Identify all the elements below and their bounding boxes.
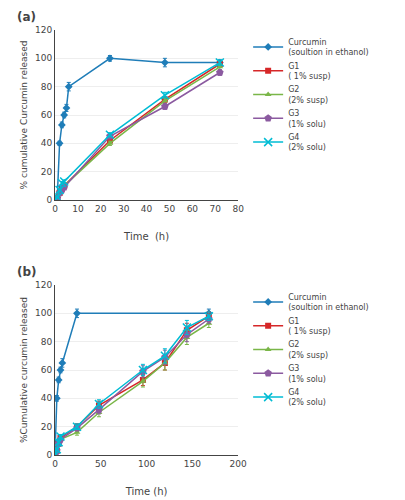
svg-text:30: 30 <box>118 204 130 214</box>
svg-text:120: 120 <box>35 280 52 290</box>
svg-text:80: 80 <box>232 204 244 214</box>
svg-text:60: 60 <box>41 110 53 120</box>
svg-text:0: 0 <box>52 204 58 214</box>
svg-text:40: 40 <box>41 138 53 148</box>
svg-text:100: 100 <box>138 459 155 469</box>
svg-text:(b): (b) <box>17 265 37 279</box>
svg-text:20: 20 <box>41 167 53 177</box>
svg-text:G1( 1% susp): G1( 1% susp) <box>288 317 331 336</box>
svg-text:60: 60 <box>187 204 199 214</box>
svg-text:40: 40 <box>41 393 53 403</box>
svg-text:G1( 1% susp): G1( 1% susp) <box>288 62 331 81</box>
svg-text:20: 20 <box>95 204 107 214</box>
svg-text:% cumulative Curcumin released: % cumulative Curcumin released <box>19 41 29 190</box>
svg-text:150: 150 <box>184 459 201 469</box>
svg-text:40: 40 <box>141 204 153 214</box>
svg-text:0: 0 <box>52 459 58 469</box>
svg-text:20: 20 <box>41 422 53 432</box>
svg-text:Time (h): Time (h) <box>125 486 168 497</box>
svg-text:10: 10 <box>72 204 84 214</box>
svg-text:G4(2% solu): G4(2% solu) <box>288 133 326 152</box>
svg-text:G3(1% solu): G3(1% solu) <box>288 109 326 128</box>
svg-text:80: 80 <box>41 82 53 92</box>
svg-text:Time (h): Time (h) <box>123 231 169 242</box>
svg-text:50: 50 <box>95 459 107 469</box>
svg-text:G2(2% susp): G2(2% susp) <box>288 85 328 104</box>
svg-text:0: 0 <box>46 450 52 460</box>
svg-text:100: 100 <box>35 53 52 63</box>
svg-text:G2(2% susp): G2(2% susp) <box>288 340 328 359</box>
svg-text:50: 50 <box>164 204 176 214</box>
svg-text:%Cumulative curcumin released: %Cumulative curcumin released <box>19 297 29 443</box>
svg-text:120: 120 <box>35 25 52 35</box>
svg-text:Curcumin(soultion in ethanol): Curcumin(soultion in ethanol) <box>288 293 369 312</box>
svg-text:200: 200 <box>230 459 247 469</box>
svg-text:70: 70 <box>210 204 222 214</box>
svg-text:60: 60 <box>41 365 53 375</box>
svg-text:0: 0 <box>46 195 52 205</box>
svg-text:100: 100 <box>35 308 52 318</box>
svg-text:(a): (a) <box>17 10 36 24</box>
svg-text:Curcumin(soultion in ethanol): Curcumin(soultion in ethanol) <box>288 38 369 57</box>
svg-text:G4(2% solu): G4(2% solu) <box>288 388 326 407</box>
svg-text:G3(1% solu): G3(1% solu) <box>288 364 326 383</box>
svg-text:80: 80 <box>41 337 53 347</box>
